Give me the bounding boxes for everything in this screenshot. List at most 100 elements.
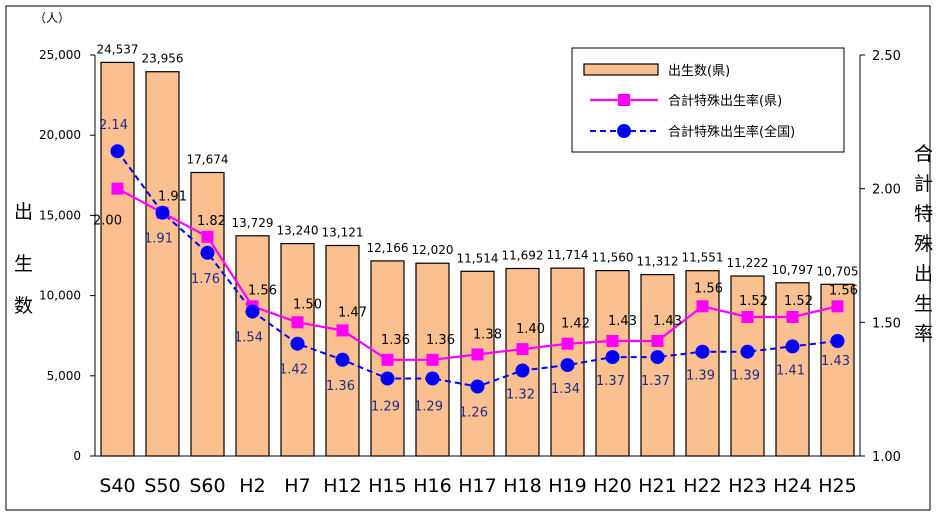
- pref-rate-label-H21: 1.43: [653, 314, 682, 329]
- right-axis-title-char-6: 率: [914, 323, 933, 345]
- pref-rate-marker-H24: [786, 311, 799, 323]
- right-tick-label-3: 2.50: [872, 49, 901, 64]
- pref-rate-label-H24: 1.52: [784, 294, 813, 309]
- national-rate-marker-H15: [380, 371, 395, 386]
- bar-H21: [640, 274, 675, 457]
- x-tick-label-H25: H25: [818, 475, 856, 497]
- bar-value-label-H25: 10,705: [817, 264, 859, 278]
- bar-value-label-H20: 11,560: [592, 251, 634, 265]
- legend-label-births: 出生数(県): [668, 64, 730, 79]
- national-rate-marker-H24: [785, 339, 800, 354]
- x-tick-label-H18: H18: [503, 475, 541, 497]
- national-rate-label-H25: 1.43: [821, 354, 850, 369]
- right-tick-label-0: 1.00: [872, 450, 901, 465]
- national-rate-marker-H25: [830, 334, 845, 348]
- x-tick-label-H19: H19: [548, 475, 586, 497]
- right-tick-label-2: 2.00: [872, 183, 901, 198]
- x-tick-label-H15: H15: [368, 475, 406, 497]
- national-rate-label-H23: 1.39: [731, 369, 760, 384]
- bar-value-label-H19: 11,714: [547, 248, 589, 262]
- bar-H12: [325, 244, 360, 457]
- left-tick-label-0: 0: [73, 449, 81, 463]
- pref-rate-label-S40: 2.00: [93, 214, 122, 229]
- x-tick-label-H7: H7: [284, 475, 310, 497]
- x-tick-label-S60: S60: [189, 475, 225, 497]
- right-axis-title-char-5: 生: [914, 293, 933, 315]
- legend-marker-national: [617, 124, 631, 138]
- bar-value-label-S40: 24,537: [97, 42, 139, 56]
- bar-H20: [595, 270, 630, 457]
- left-tick-label-4: 20,000: [39, 128, 81, 142]
- bar-H18: [505, 267, 540, 457]
- national-rate-label-H15: 1.29: [371, 400, 400, 415]
- bar-S50: [145, 71, 180, 457]
- bar-value-label-H15: 12,166: [367, 241, 409, 255]
- bar-H25: [820, 283, 855, 457]
- national-rate-label-H19: 1.34: [551, 382, 580, 397]
- legend: 出生数(県) 合計特殊出生率(県) 合計特殊出生率(全国): [571, 47, 845, 153]
- x-tick-label-H21: H21: [638, 475, 676, 497]
- pref-rate-label-H22: 1.56: [694, 281, 723, 296]
- right-axis-title-char-3: 殊: [914, 233, 933, 255]
- x-tick-label-H22: H22: [683, 475, 721, 497]
- national-rate-label-S60: 1.76: [191, 272, 220, 287]
- legend-label-pref: 合計特殊出生率(県): [668, 93, 782, 109]
- left-tick-label-3: 15,000: [39, 208, 81, 222]
- bar-H22: [685, 270, 720, 457]
- pref-rate-marker-H15: [381, 353, 394, 366]
- x-tick-label-H24: H24: [773, 475, 811, 497]
- national-rate-marker-H12: [335, 352, 350, 367]
- national-rate-marker-H16: [425, 371, 440, 386]
- national-rate-marker-H19: [560, 358, 575, 373]
- left-axis-title-char-2: 数: [14, 295, 33, 317]
- pref-rate-label-H20: 1.43: [608, 314, 637, 329]
- bar-value-label-H2: 13,729: [232, 216, 274, 230]
- pref-rate-marker-H23: [741, 311, 754, 323]
- x-tick-label-H16: H16: [413, 475, 451, 497]
- national-rate-label-H17: 1.26: [459, 406, 488, 421]
- left-axis-title-char-1: 生: [14, 253, 33, 275]
- bar-S40: [100, 61, 135, 457]
- right-axis-title-char-2: 特: [914, 203, 933, 225]
- pref-rate-label-S60: 1.82: [197, 214, 226, 229]
- pref-rate-label-H19: 1.42: [561, 317, 590, 332]
- national-rate-marker-H7: [290, 336, 305, 351]
- x-tick-label-S50: S50: [144, 475, 180, 497]
- bar-value-label-H23: 11,222: [727, 256, 769, 270]
- national-rate-marker-H23: [740, 344, 755, 359]
- right-axis-title-char-1: 計: [914, 173, 933, 195]
- pref-rate-label-H25: 1.56: [829, 283, 858, 298]
- pref-rate-label-H17: 1.38: [473, 327, 502, 342]
- right-axis-title-char-4: 出: [914, 263, 933, 285]
- pref-rate-label-H2: 1.56: [248, 283, 277, 298]
- pref-rate-marker-H20: [606, 335, 619, 347]
- national-rate-label-H20: 1.37: [596, 374, 625, 389]
- national-rate-marker-H18: [515, 363, 530, 378]
- left-tick-label-5: 25,000: [39, 48, 81, 62]
- pref-rate-marker-H18: [516, 343, 529, 356]
- x-tick-label-H20: H20: [593, 475, 631, 497]
- pref-rate-marker-H17: [471, 348, 484, 361]
- national-rate-marker-H20: [605, 350, 620, 365]
- legend-swatch-births: [583, 63, 659, 76]
- pref-rate-label-S50: 1.91: [158, 190, 187, 205]
- pref-rate-label-H12: 1.47: [338, 305, 367, 320]
- bar-S60: [190, 171, 225, 457]
- national-rate-label-H2: 1.54: [234, 331, 263, 346]
- national-rate-label-H16: 1.29: [414, 400, 443, 415]
- bar-value-label-H7: 13,240: [277, 224, 319, 238]
- national-rate-marker-S60: [200, 245, 215, 260]
- pref-rate-label-H16: 1.36: [426, 333, 455, 348]
- pref-rate-label-H15: 1.36: [381, 333, 410, 348]
- pref-rate-marker-S40: [111, 182, 124, 195]
- legend-marker-pref: [618, 94, 630, 106]
- bar-value-label-H17: 11,514: [457, 251, 499, 265]
- pref-rate-marker-S60: [201, 230, 214, 243]
- legend-label-national: 合計特殊出生率(全国): [668, 124, 795, 140]
- bar-value-label-H24: 10,797: [772, 263, 814, 277]
- left-axis-unit: （人）: [34, 11, 70, 25]
- national-rate-label-H22: 1.39: [686, 369, 715, 384]
- national-rate-label-H12: 1.36: [326, 379, 355, 394]
